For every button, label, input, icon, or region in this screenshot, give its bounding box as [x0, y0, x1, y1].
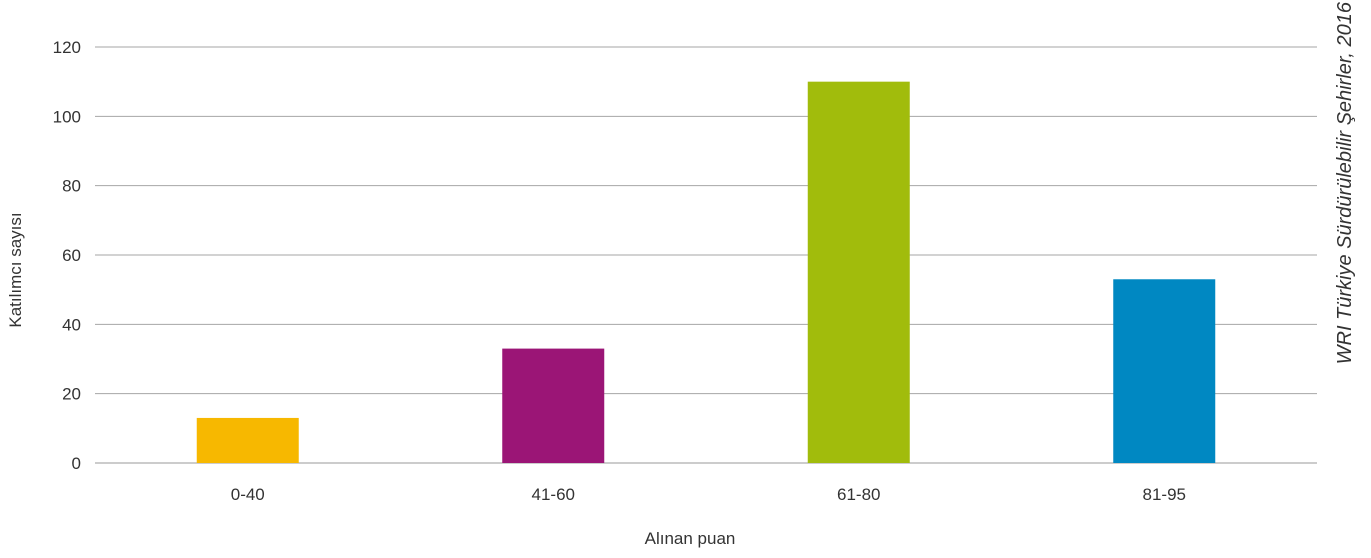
x-axis-title: Alınan puan — [645, 529, 736, 548]
y-axis-title: Katılımcı sayısı — [6, 212, 25, 327]
x-axis-ticks: 0-40 41-60 61-80 81-95 — [231, 485, 1186, 504]
y-tick-label: 0 — [72, 454, 81, 473]
x-tick-label: 0-40 — [231, 485, 265, 504]
y-tick-label: 80 — [62, 177, 81, 196]
y-tick-label: 40 — [62, 315, 81, 334]
y-tick-label: 20 — [62, 385, 81, 404]
x-tick-label: 41-60 — [532, 485, 575, 504]
bar-41-60 — [502, 348, 605, 463]
y-axis-ticks: 0 20 40 60 80 100 120 — [53, 38, 81, 473]
bar-61-80 — [807, 81, 910, 464]
y-tick-label: 60 — [62, 246, 81, 265]
x-tick-label: 81-95 — [1143, 485, 1186, 504]
bar-0-40 — [196, 417, 299, 463]
y-tick-label: 100 — [53, 107, 81, 126]
source-note: WRI Türkiye Sürdürülebilir Şehirler, 201… — [1334, 1, 1356, 364]
bar-81-95 — [1113, 279, 1216, 463]
bars — [196, 81, 1216, 464]
y-tick-label: 120 — [53, 38, 81, 57]
grid-lines — [95, 46, 1317, 464]
x-tick-label: 61-80 — [837, 485, 880, 504]
